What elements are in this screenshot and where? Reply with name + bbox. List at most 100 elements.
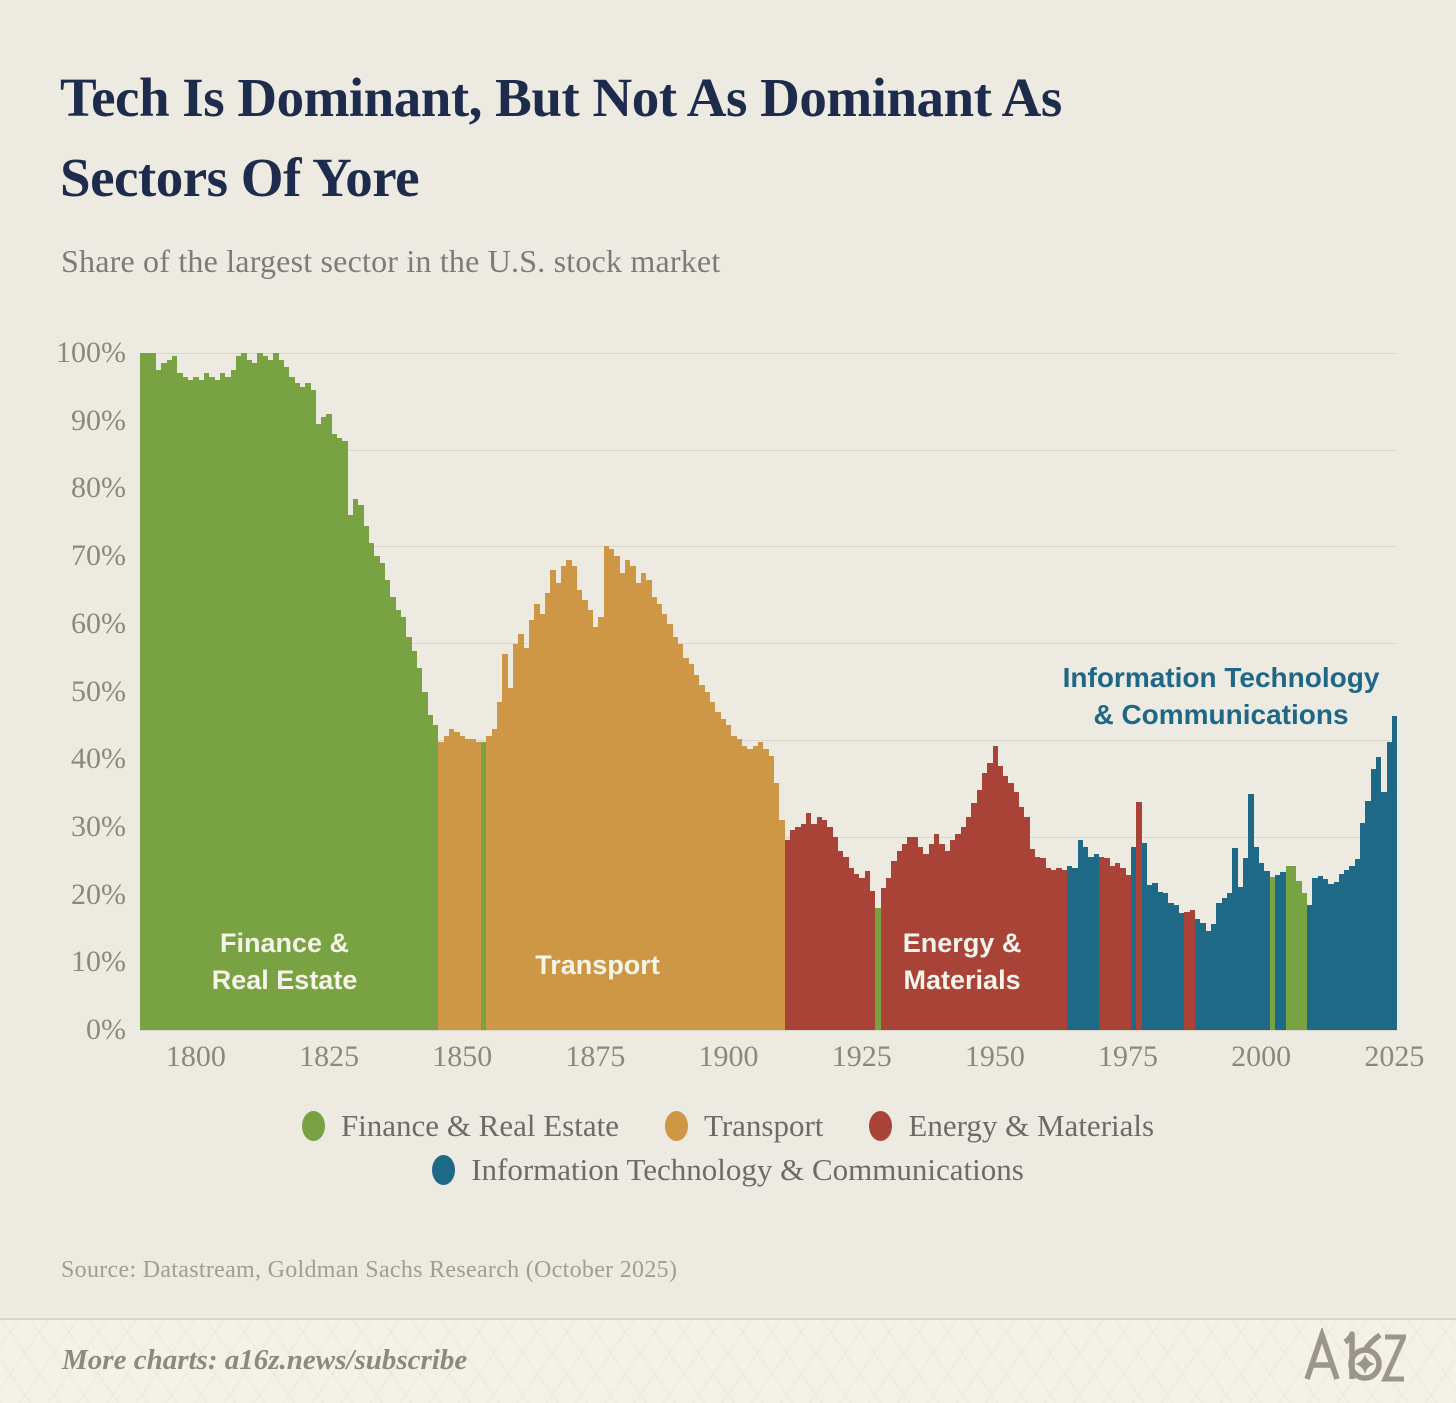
bar-1854 [481, 742, 487, 1030]
bar-1813 [262, 356, 268, 1030]
bar-1892 [683, 657, 689, 1030]
y-axis: 0% 10% 20% 30% 40% 50% 60% 70% 80% 90% 100% [0, 338, 126, 1045]
bar-1838 [395, 610, 402, 1030]
bar-1969 [1093, 853, 1100, 1030]
bar-1821 [305, 383, 311, 1030]
bar-2025 [1392, 715, 1398, 1030]
bar-1976 [1131, 846, 1137, 1030]
legend-dot-energy-icon [869, 1111, 893, 1141]
legend-dot-tech-icon [432, 1155, 456, 1185]
bar-1921 [837, 850, 844, 1030]
bar-1919 [827, 826, 833, 1030]
legend-dot-transport-icon [664, 1111, 688, 1141]
bar-1960 [1045, 868, 1052, 1030]
bar-1877 [603, 545, 609, 1030]
bar-1852 [470, 738, 476, 1030]
bar-1876 [598, 617, 604, 1030]
y-tick-0: 0% [86, 1013, 126, 1046]
bar-1825 [326, 413, 332, 1030]
bar-1895 [699, 684, 705, 1030]
bar-2004 [1280, 872, 1286, 1030]
bar-1971 [1104, 858, 1110, 1030]
bar-1792 [150, 353, 156, 1030]
bar-1934 [907, 837, 913, 1030]
bar-1857 [496, 701, 503, 1030]
x-axis: 1800 1825 1850 1875 1900 1925 1950 1975 2000 2025 [140, 1040, 1424, 1076]
bar-1920 [832, 837, 838, 1030]
bar-2003 [1274, 874, 1281, 1030]
bar-1797 [177, 373, 183, 1030]
bar-2000 [1258, 862, 1265, 1030]
subscribe-link[interactable]: More charts: a16z.news/subscribe [62, 1344, 468, 1376]
bar-1893 [688, 664, 695, 1030]
y-tick-70: 70% [71, 539, 126, 573]
bar-2014 [1333, 882, 1339, 1030]
bar-2012 [1322, 879, 1329, 1030]
bar-1827 [337, 437, 343, 1030]
bar-1824 [321, 417, 327, 1030]
bar-1795 [166, 359, 172, 1030]
gridline [140, 546, 1397, 548]
x-tick-1925: 1925 [831, 1040, 892, 1073]
bar-1958 [1035, 857, 1041, 1030]
bar-1924 [853, 874, 860, 1030]
bar-1833 [369, 542, 375, 1030]
bar-1965 [1072, 868, 1078, 1030]
bar-1811 [251, 363, 258, 1030]
y-tick-90: 90% [71, 403, 126, 437]
bar-1985 [1178, 912, 1185, 1030]
bar-1800 [193, 376, 199, 1030]
bar-1929 [880, 887, 886, 1030]
bar-1799 [187, 380, 194, 1030]
bar-1791 [145, 353, 151, 1030]
bar-1804 [214, 380, 220, 1030]
bar-1896 [704, 691, 711, 1030]
bar-1989 [1200, 923, 1206, 1030]
bar-1967 [1083, 847, 1089, 1030]
bar-1914 [800, 823, 807, 1030]
bar-1977 [1136, 801, 1142, 1030]
bar-1903 [742, 745, 748, 1030]
bar-1866 [544, 593, 551, 1030]
bar-1908 [768, 755, 775, 1030]
bar-1865 [539, 613, 545, 1030]
title-line-2: Sectors Of Yore [60, 147, 420, 208]
bar-1923 [848, 867, 854, 1030]
y-tick-80: 80% [71, 471, 126, 505]
bar-1951 [997, 765, 1004, 1030]
bar-1940 [939, 843, 945, 1030]
bar-1875 [592, 627, 599, 1030]
x-tick-1900: 1900 [698, 1040, 759, 1073]
bar-1870 [566, 559, 572, 1030]
bar-1814 [267, 359, 274, 1030]
bar-2009 [1306, 904, 1313, 1030]
bar-1915 [806, 813, 812, 1030]
bar-2013 [1328, 883, 1334, 1030]
bar-1917 [816, 816, 822, 1030]
bar-1927 [869, 891, 876, 1030]
bar-1879 [614, 556, 620, 1030]
bar-1953 [1008, 782, 1014, 1030]
bar-1975 [1125, 874, 1132, 1030]
bar-1884 [640, 573, 647, 1030]
bar-1987 [1189, 910, 1195, 1030]
bar-1860 [512, 644, 519, 1030]
bar-1874 [587, 610, 593, 1030]
bar-1885 [646, 579, 652, 1030]
bar-1855 [486, 735, 492, 1030]
bar-1959 [1040, 858, 1046, 1030]
bar-1878 [608, 549, 615, 1030]
bar-2023 [1381, 791, 1387, 1030]
bar-1991 [1210, 924, 1217, 1030]
bar-1871 [571, 566, 577, 1030]
bar-1887 [656, 603, 663, 1030]
bar-1830 [353, 498, 359, 1030]
bar-1972 [1109, 866, 1116, 1030]
bar-1930 [885, 877, 892, 1030]
bar-1858 [502, 654, 508, 1030]
bar-1954 [1013, 791, 1020, 1030]
bar-1901 [731, 735, 737, 1030]
bar-1996 [1237, 887, 1243, 1030]
bar-2007 [1296, 881, 1302, 1030]
